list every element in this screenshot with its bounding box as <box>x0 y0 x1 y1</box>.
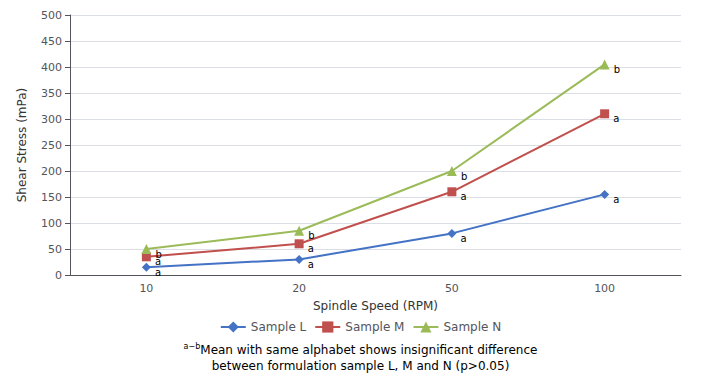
svg-text:20: 20 <box>292 282 306 295</box>
svg-text:a: a <box>308 259 314 270</box>
svg-text:a: a <box>613 113 619 124</box>
svg-text:50: 50 <box>445 282 459 295</box>
svg-text:400: 400 <box>41 61 62 74</box>
svg-text:200: 200 <box>41 165 62 178</box>
svg-text:a: a <box>308 243 314 254</box>
svg-text:Sample N: Sample N <box>443 320 501 334</box>
svg-text:a: a <box>154 256 161 268</box>
svg-text:a: a <box>460 233 466 244</box>
svg-text:b: b <box>461 171 467 182</box>
svg-text:a: a <box>613 194 619 205</box>
svg-text:Sample L: Sample L <box>251 320 307 334</box>
svg-text:b: b <box>155 249 161 260</box>
svg-text:Spindle Speed (RPM): Spindle Speed (RPM) <box>313 299 438 313</box>
svg-text:250: 250 <box>41 139 62 152</box>
svg-text:a: a <box>460 191 466 202</box>
svg-text:b: b <box>308 230 314 241</box>
svg-text:Mean with same alphabet shows: Mean with same alphabet shows insignific… <box>200 343 537 357</box>
svg-text:Shear Stress (mPa): Shear Stress (mPa) <box>15 88 29 203</box>
svg-text:0: 0 <box>55 269 62 282</box>
svg-text:100: 100 <box>594 282 615 295</box>
svg-text:100: 100 <box>41 217 62 230</box>
svg-text:a: a <box>155 267 161 278</box>
svg-text:10: 10 <box>139 282 153 295</box>
svg-text:350: 350 <box>41 87 62 100</box>
svg-text:50: 50 <box>48 243 62 256</box>
svg-text:b: b <box>614 64 620 75</box>
svg-text:between formulation sample L,: between formulation sample L, M and N (p… <box>212 359 510 373</box>
svg-text:300: 300 <box>41 113 62 126</box>
svg-text:500: 500 <box>41 9 62 22</box>
svg-text:150: 150 <box>41 191 62 204</box>
svg-text:Sample M: Sample M <box>345 320 404 334</box>
svg-text:450: 450 <box>41 35 62 48</box>
svg-text:a−b: a−b <box>184 342 201 351</box>
